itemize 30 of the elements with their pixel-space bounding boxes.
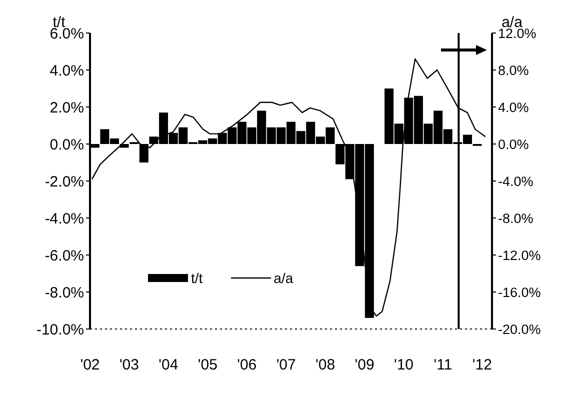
x-tick-label: '03 (119, 356, 139, 374)
y-tick-label: -4.0% (44, 210, 84, 228)
x-tick-label: '12 (472, 356, 492, 374)
x-tick-label: '02 (80, 356, 100, 374)
y-tick-label: -6.0% (44, 247, 84, 264)
y2-tick-label: -16.0% (498, 284, 541, 300)
x-tick-label: '07 (276, 356, 296, 374)
y-tick-label: -8.0% (44, 284, 84, 302)
y2-tick-label: 8.0% (498, 62, 529, 78)
x-tick-label: '04 (158, 356, 178, 374)
y2-tick-label: 0.0% (498, 136, 529, 152)
y-tick-label: 2.0% (50, 99, 84, 116)
x-tick-label: '08 (316, 356, 336, 374)
x-tick-label: '05 (198, 356, 218, 374)
legend-label: t/t (191, 270, 203, 286)
x-tick-label: '10 (394, 356, 414, 374)
y-tick-label: -2.0% (44, 173, 84, 190)
y2-tick-label: 4.0% (498, 100, 529, 115)
x-tick-label: '09 (354, 356, 374, 374)
y-tick-label: 0.0% (50, 136, 84, 154)
x-tick-label: '11 (434, 356, 452, 374)
y2-tick-label: -4.0% (498, 174, 534, 189)
y2-tick-label: -12.0% (498, 248, 541, 263)
y-tick-label: -10.0% (36, 321, 84, 338)
y2-tick-label: -8.0% (498, 210, 534, 226)
y-tick-label: 4.0% (50, 62, 84, 80)
x-tick-label: '06 (237, 356, 257, 374)
bar (139, 144, 148, 162)
y2-tick-label: -20.0% (498, 322, 541, 337)
legend-label: a/a (274, 270, 294, 286)
